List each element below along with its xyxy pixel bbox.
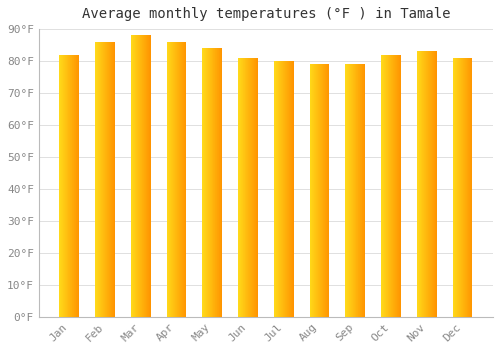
- Title: Average monthly temperatures (°F ) in Tamale: Average monthly temperatures (°F ) in Ta…: [82, 7, 450, 21]
